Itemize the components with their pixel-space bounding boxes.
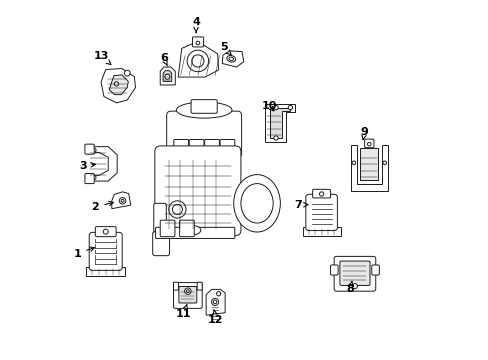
Circle shape xyxy=(114,82,119,86)
Ellipse shape xyxy=(172,204,182,215)
FancyBboxPatch shape xyxy=(179,287,196,303)
Text: 2: 2 xyxy=(91,201,113,212)
Circle shape xyxy=(319,192,323,196)
Text: 13: 13 xyxy=(93,51,111,64)
Circle shape xyxy=(273,136,278,140)
Circle shape xyxy=(351,161,355,165)
Text: 8: 8 xyxy=(346,281,353,294)
FancyBboxPatch shape xyxy=(220,139,234,155)
Bar xyxy=(360,148,378,180)
Circle shape xyxy=(367,142,370,146)
FancyBboxPatch shape xyxy=(312,189,330,198)
Circle shape xyxy=(103,229,108,234)
FancyBboxPatch shape xyxy=(302,227,340,236)
FancyBboxPatch shape xyxy=(305,194,337,230)
Circle shape xyxy=(216,292,221,296)
Circle shape xyxy=(121,199,124,202)
FancyBboxPatch shape xyxy=(371,265,379,275)
FancyBboxPatch shape xyxy=(173,283,202,309)
Circle shape xyxy=(119,198,125,204)
FancyBboxPatch shape xyxy=(155,227,234,238)
Circle shape xyxy=(273,105,278,110)
FancyBboxPatch shape xyxy=(174,139,188,155)
Circle shape xyxy=(287,105,292,110)
Text: 12: 12 xyxy=(207,309,223,325)
FancyBboxPatch shape xyxy=(189,139,203,155)
FancyBboxPatch shape xyxy=(197,282,202,290)
Text: 4: 4 xyxy=(192,17,200,33)
Polygon shape xyxy=(350,145,387,192)
Polygon shape xyxy=(206,289,224,315)
FancyBboxPatch shape xyxy=(333,256,375,291)
Text: 10: 10 xyxy=(262,102,277,112)
FancyBboxPatch shape xyxy=(85,144,94,154)
FancyBboxPatch shape xyxy=(89,232,122,270)
Text: 6: 6 xyxy=(160,53,167,66)
Ellipse shape xyxy=(233,175,280,232)
Circle shape xyxy=(184,288,191,294)
Text: 11: 11 xyxy=(175,304,191,319)
Text: 3: 3 xyxy=(79,161,95,171)
Ellipse shape xyxy=(241,184,273,223)
Ellipse shape xyxy=(226,55,235,62)
FancyBboxPatch shape xyxy=(152,231,169,256)
Polygon shape xyxy=(269,108,289,138)
Polygon shape xyxy=(265,104,294,142)
Ellipse shape xyxy=(168,201,185,218)
Circle shape xyxy=(164,74,169,79)
Polygon shape xyxy=(86,147,117,181)
Polygon shape xyxy=(101,68,135,103)
FancyBboxPatch shape xyxy=(155,146,241,235)
Circle shape xyxy=(92,148,96,152)
Polygon shape xyxy=(112,192,131,209)
Circle shape xyxy=(92,175,96,180)
Ellipse shape xyxy=(124,70,130,76)
Circle shape xyxy=(187,50,208,72)
FancyBboxPatch shape xyxy=(364,139,373,148)
Polygon shape xyxy=(160,67,175,85)
Circle shape xyxy=(191,55,203,67)
FancyBboxPatch shape xyxy=(86,267,125,276)
Circle shape xyxy=(352,284,357,289)
FancyBboxPatch shape xyxy=(85,174,94,184)
FancyBboxPatch shape xyxy=(166,111,241,157)
FancyBboxPatch shape xyxy=(95,226,116,237)
FancyBboxPatch shape xyxy=(160,220,175,237)
FancyBboxPatch shape xyxy=(192,37,203,47)
FancyBboxPatch shape xyxy=(173,282,178,290)
Ellipse shape xyxy=(228,57,233,60)
Circle shape xyxy=(196,41,199,45)
Circle shape xyxy=(213,300,217,304)
Polygon shape xyxy=(163,71,171,81)
Text: 5: 5 xyxy=(220,42,231,55)
Circle shape xyxy=(382,161,386,165)
Polygon shape xyxy=(178,44,218,77)
FancyBboxPatch shape xyxy=(204,139,219,155)
Circle shape xyxy=(211,298,218,306)
Text: 9: 9 xyxy=(360,127,368,140)
Text: 7: 7 xyxy=(293,200,307,210)
FancyBboxPatch shape xyxy=(330,265,337,275)
Ellipse shape xyxy=(186,226,201,235)
Circle shape xyxy=(186,290,189,293)
FancyBboxPatch shape xyxy=(153,203,166,239)
Ellipse shape xyxy=(176,102,231,118)
Polygon shape xyxy=(109,75,128,95)
Polygon shape xyxy=(222,51,244,67)
FancyBboxPatch shape xyxy=(339,261,369,285)
FancyBboxPatch shape xyxy=(191,100,217,113)
Text: 1: 1 xyxy=(73,247,94,258)
FancyBboxPatch shape xyxy=(179,220,194,237)
